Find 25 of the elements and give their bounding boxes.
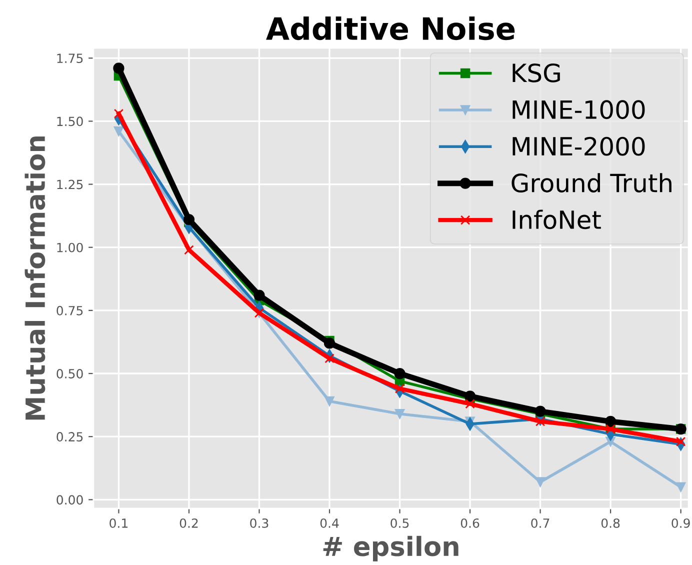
- x-tick-label: 0.5: [390, 518, 409, 528]
- y-tick-label: 1.00: [57, 242, 83, 252]
- x-tick-label: 0.9: [672, 518, 690, 528]
- x-tick-label: 0.6: [460, 518, 480, 528]
- x-tick-label: 0.8: [601, 518, 620, 528]
- y-tick-label: 1.75: [57, 54, 83, 64]
- legend-label: KSG: [512, 63, 560, 82]
- y-tick-label: 1.25: [57, 180, 83, 190]
- x-tick-label: 0.1: [110, 518, 128, 528]
- y-tick-label: 0.25: [56, 432, 83, 442]
- legend-label: Ground Truth: [512, 173, 672, 192]
- legend-label: MINE-2000: [512, 136, 645, 156]
- legend-label: InfoNet: [512, 210, 601, 230]
- y-tick-label: 1.50: [57, 116, 83, 126]
- y-tick-label: 0.00: [56, 495, 83, 505]
- y-tick-label: 0.75: [56, 306, 83, 316]
- y-tick-label: 0.50: [56, 368, 83, 378]
- x-axis-title: # epsilon: [323, 536, 458, 562]
- x-tick-label: 0.3: [250, 518, 268, 528]
- x-tick-label: 0.7: [531, 518, 550, 528]
- y-axis-title: Mutual Information: [24, 136, 46, 420]
- x-tick-label: 0.4: [320, 518, 339, 528]
- legend-label: MINE-1000: [512, 100, 645, 120]
- x-tick-label: 0.2: [180, 518, 198, 528]
- chart-title: Additive Noise: [266, 16, 515, 40]
